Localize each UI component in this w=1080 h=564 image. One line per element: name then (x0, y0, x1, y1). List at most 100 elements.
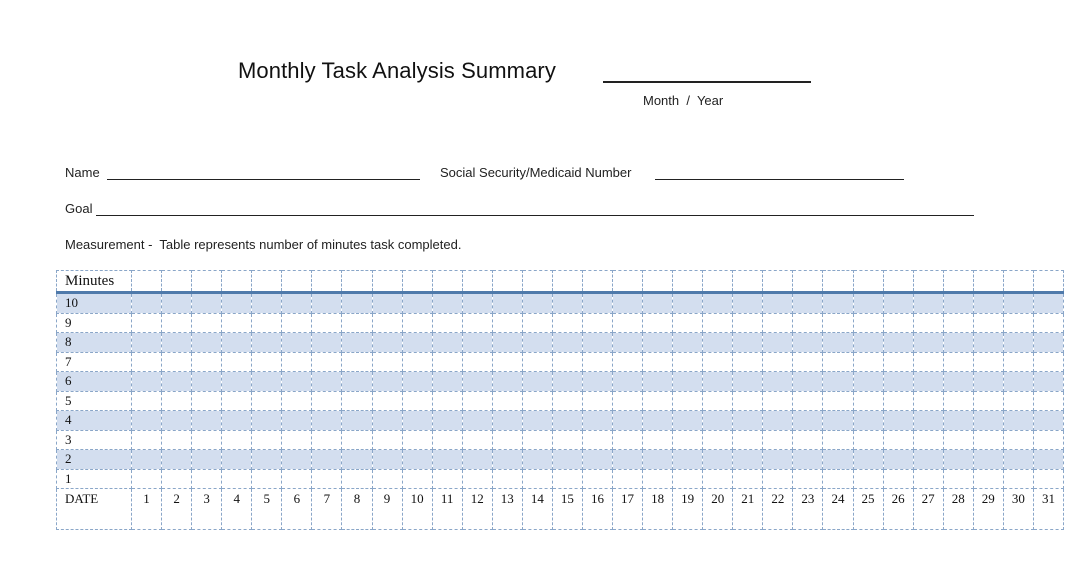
entry-cell[interactable] (371, 449, 403, 470)
entry-cell[interactable] (521, 410, 553, 431)
entry-cell[interactable] (942, 410, 974, 431)
entry-cell[interactable] (702, 351, 734, 372)
entry-cell[interactable] (1032, 449, 1065, 470)
entry-cell[interactable] (371, 410, 403, 431)
entry-cell[interactable] (221, 371, 253, 392)
entry-cell[interactable] (311, 449, 343, 470)
entry-cell[interactable] (161, 390, 193, 411)
entry-cell[interactable] (611, 312, 644, 333)
entry-cell[interactable] (281, 410, 313, 431)
entry-cell[interactable] (521, 332, 553, 353)
entry-cell[interactable] (882, 332, 914, 353)
entry-cell[interactable] (431, 429, 463, 450)
entry-cell[interactable] (702, 291, 734, 314)
entry-cell[interactable] (792, 291, 824, 314)
entry-cell[interactable] (341, 371, 373, 392)
entry-cell[interactable] (311, 371, 343, 392)
entry-cell[interactable] (792, 312, 824, 333)
entry-cell[interactable] (882, 429, 914, 450)
entry-cell[interactable] (762, 468, 794, 489)
entry-cell[interactable] (852, 351, 884, 372)
entry-cell[interactable] (792, 468, 824, 489)
entry-cell[interactable] (161, 371, 193, 392)
entry-cell[interactable] (882, 351, 914, 372)
entry-cell[interactable] (281, 390, 313, 411)
entry-cell[interactable] (221, 468, 253, 489)
entry-cell[interactable] (461, 351, 493, 372)
entry-cell[interactable] (581, 410, 614, 431)
entry-cell[interactable] (792, 410, 824, 431)
entry-cell[interactable] (732, 332, 764, 353)
entry-cell[interactable] (732, 351, 764, 372)
entry-cell[interactable] (191, 291, 223, 314)
entry-cell[interactable] (371, 332, 403, 353)
entry-cell[interactable] (401, 351, 433, 372)
entry-cell[interactable] (551, 291, 583, 314)
entry-cell[interactable] (882, 468, 914, 489)
entry-cell[interactable] (822, 371, 854, 392)
entry-cell[interactable] (130, 468, 163, 489)
entry-cell[interactable] (521, 429, 553, 450)
entry-cell[interactable] (942, 468, 974, 489)
entry-cell[interactable] (191, 449, 223, 470)
entry-cell[interactable] (341, 410, 373, 431)
entry-cell[interactable] (702, 312, 734, 333)
entry-cell[interactable] (1032, 410, 1065, 431)
entry-cell[interactable] (882, 410, 914, 431)
entry-cell[interactable] (1002, 429, 1034, 450)
entry-cell[interactable] (431, 468, 463, 489)
entry-cell[interactable] (251, 351, 283, 372)
entry-cell[interactable] (491, 390, 523, 411)
entry-cell[interactable] (611, 468, 644, 489)
entry-cell[interactable] (311, 291, 343, 314)
entry-cell[interactable] (491, 332, 523, 353)
entry-cell[interactable] (491, 371, 523, 392)
entry-cell[interactable] (642, 449, 674, 470)
entry-cell[interactable] (431, 291, 463, 314)
entry-cell[interactable] (251, 332, 283, 353)
entry-cell[interactable] (822, 351, 854, 372)
entry-cell[interactable] (972, 449, 1004, 470)
entry-cell[interactable] (221, 351, 253, 372)
entry-cell[interactable] (611, 390, 644, 411)
entry-cell[interactable] (702, 390, 734, 411)
entry-cell[interactable] (581, 390, 614, 411)
entry-cell[interactable] (942, 351, 974, 372)
entry-cell[interactable] (1002, 410, 1034, 431)
entry-cell[interactable] (191, 332, 223, 353)
entry-cell[interactable] (882, 449, 914, 470)
entry-cell[interactable] (341, 332, 373, 353)
entry-cell[interactable] (642, 351, 674, 372)
entry-cell[interactable] (732, 449, 764, 470)
entry-cell[interactable] (642, 332, 674, 353)
entry-cell[interactable] (972, 410, 1004, 431)
entry-cell[interactable] (972, 351, 1004, 372)
entry-cell[interactable] (251, 449, 283, 470)
entry-cell[interactable] (491, 291, 523, 314)
entry-cell[interactable] (792, 351, 824, 372)
entry-cell[interactable] (431, 449, 463, 470)
entry-cell[interactable] (732, 410, 764, 431)
entry-cell[interactable] (130, 332, 163, 353)
entry-cell[interactable] (191, 351, 223, 372)
entry-cell[interactable] (191, 371, 223, 392)
entry-cell[interactable] (702, 449, 734, 470)
entry-cell[interactable] (461, 390, 493, 411)
entry-cell[interactable] (822, 468, 854, 489)
entry-cell[interactable] (130, 291, 163, 314)
entry-cell[interactable] (1032, 429, 1065, 450)
entry-cell[interactable] (281, 291, 313, 314)
entry-cell[interactable] (852, 468, 884, 489)
entry-cell[interactable] (251, 429, 283, 450)
entry-cell[interactable] (822, 390, 854, 411)
entry-cell[interactable] (191, 468, 223, 489)
entry-cell[interactable] (822, 449, 854, 470)
entry-cell[interactable] (762, 332, 794, 353)
entry-cell[interactable] (852, 291, 884, 314)
entry-cell[interactable] (1002, 468, 1034, 489)
entry-cell[interactable] (130, 371, 163, 392)
entry-cell[interactable] (191, 390, 223, 411)
entry-cell[interactable] (942, 429, 974, 450)
entry-cell[interactable] (942, 291, 974, 314)
entry-cell[interactable] (792, 371, 824, 392)
